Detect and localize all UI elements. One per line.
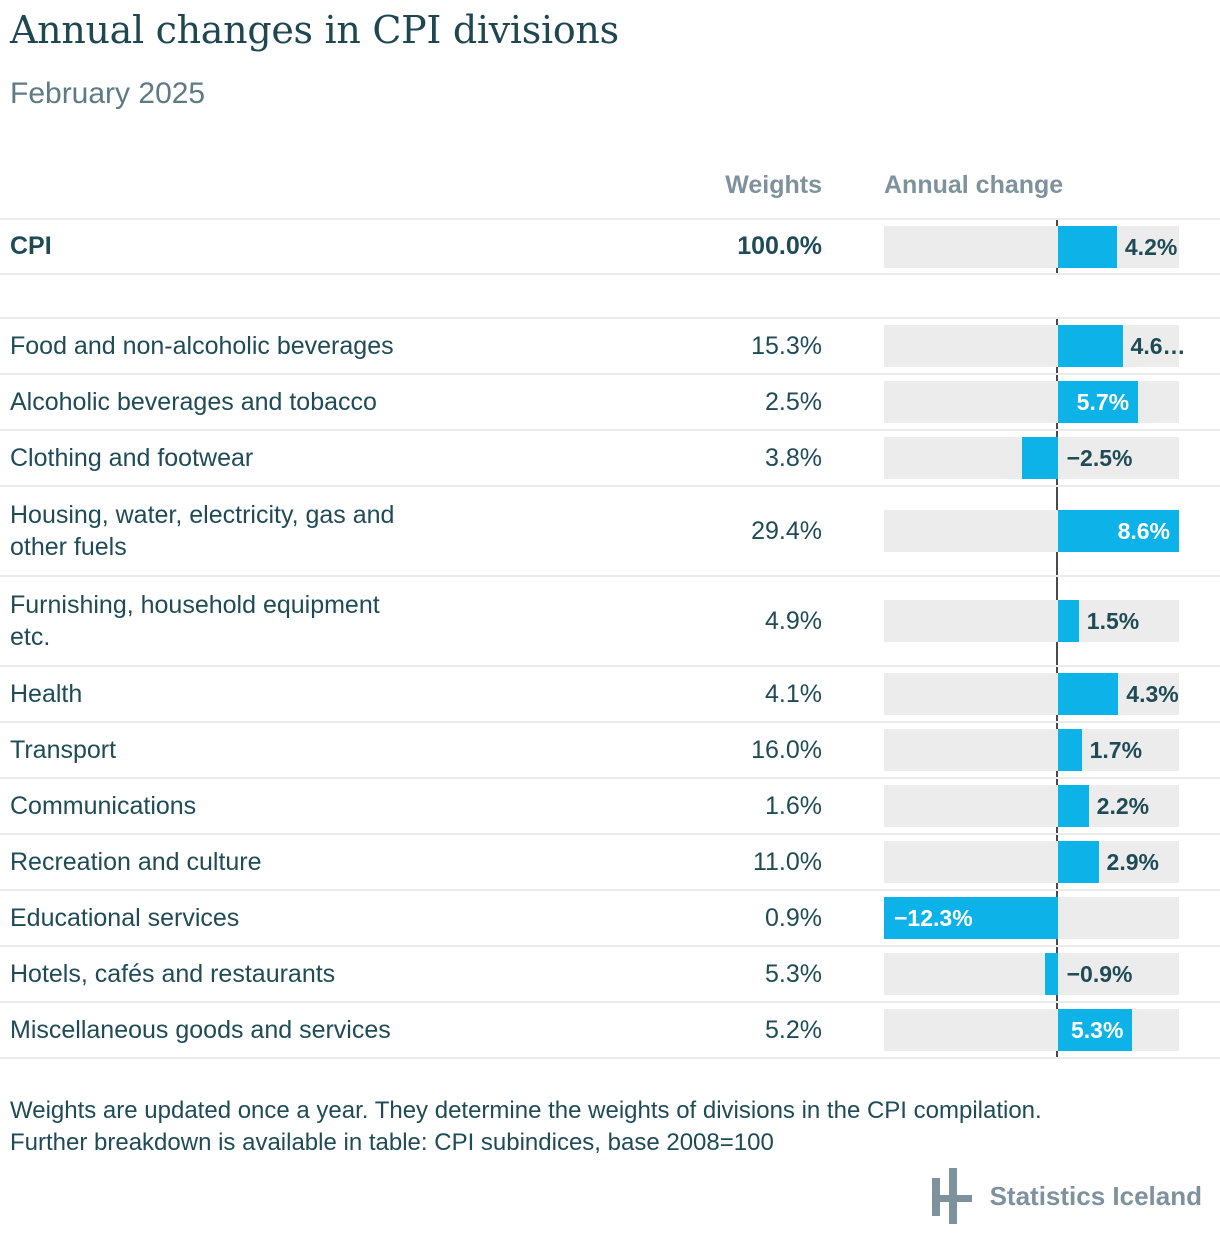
division-label: Hotels, cafés and restaurants [10,959,336,988]
division-row: Hotels, cafés and restaurants 5.3% −0.9% [0,947,1220,1003]
value-label: 4.6… [1130,333,1186,359]
value-bar [1057,225,1117,268]
value-label: 4.3% [1126,681,1179,707]
value-bar [1057,600,1079,642]
division-weight: 3.8% [765,443,822,472]
division-label: CPI [10,232,52,261]
division-label: Housing, water, electricity, gas and oth… [10,500,395,562]
bar-track: 8.6% [884,510,1179,552]
division-label: Food and non-alcoholic beverages [10,331,394,360]
statistics-iceland-logo-icon [931,1168,972,1224]
footnote: Weights are updated once a year. They de… [10,1095,1042,1159]
value-bar [884,897,1058,939]
value-label: 8.6% [1117,518,1170,544]
logo-text: Statistics Iceland [989,1180,1202,1211]
division-weight: 1.6% [765,791,822,820]
value-bar [1057,673,1119,715]
division-label: Communications [10,791,197,820]
bar-track: −12.3% [884,897,1179,939]
division-weight: 100.0% [737,232,822,260]
division-row: Clothing and footwear 3.8% −2.5% [0,431,1220,487]
division-weight: 11.0% [752,847,822,876]
value-bar [1057,1009,1133,1051]
bar-track: 4.2% [884,225,1179,268]
value-label: 5.3% [1070,1017,1124,1043]
division-weight: 2.5% [765,387,822,416]
division-rows: Food and non-alcoholic beverages 15.3% 4.6… [0,317,1220,1059]
value-bar [1057,785,1089,827]
value-label: 2.9% [1106,849,1159,875]
value-label: 5.7% [1076,389,1130,415]
division-row: Food and non-alcoholic beverages 15.3% 4.6… [0,319,1220,375]
division-row: Alcoholic beverages and tobacco 2.5% 5.7% [0,375,1220,431]
division-label: Educational services [10,903,240,932]
value-bar [1057,381,1139,423]
division-weight: 4.1% [765,679,822,708]
division-row: Miscellaneous goods and services 5.2% 5.3% [0,1003,1220,1059]
value-label: 1.7% [1089,737,1143,763]
bar-track: 4.3% [884,673,1179,715]
division-weight: 5.2% [765,1015,822,1044]
division-row: Communications 1.6% 2.2% [0,779,1220,835]
value-bar [1057,841,1099,883]
logo-horizontal-bar [931,1195,972,1202]
page-subtitle: February 2025 [10,77,206,110]
bar-track: 2.2% [884,785,1179,827]
division-weight: 15.3% [751,331,822,360]
division-row: Recreation and culture 11.0% 2.9% [0,835,1220,891]
division-label: Transport [10,735,117,764]
statistics-iceland-logo: Statistics Iceland [931,1168,1202,1224]
division-label: Health [10,679,83,708]
footnote-line-2: Further breakdown is available in table:… [10,1129,774,1156]
footnote-line-1: Weights are updated once a year. They de… [10,1097,1042,1124]
division-label: Furnishing, household equipment etc. [10,590,380,652]
value-label: −12.3% [894,905,973,931]
bar-track: 1.5% [884,600,1179,642]
value-label: 4.2% [1124,233,1178,260]
division-row: Health 4.1% 4.3% [0,667,1220,723]
value-bar [1057,510,1179,552]
cpi-divisions-table: CPI 100.0% 4.2% Food and non-alcoholic bev… [0,218,1220,1059]
column-header-weights: Weights [725,171,822,199]
page-title: Annual changes in CPI divisions [10,8,619,52]
division-label: Alcoholic beverages and tobacco [10,387,377,416]
bar-track: 1.7% [884,729,1179,771]
value-label: 1.5% [1086,608,1140,634]
division-row: Housing, water, electricity, gas and oth… [0,487,1220,577]
division-label: Recreation and culture [10,847,262,876]
value-label: −2.5% [1066,445,1133,471]
bar-track: −2.5% [884,437,1179,479]
value-bar [1022,437,1058,479]
cpi-total-block: CPI 100.0% 4.2% [0,218,1220,275]
cpi-total-row: CPI 100.0% 4.2% [0,218,1220,275]
division-weight: 0.9% [765,903,822,932]
division-label: Clothing and footwear [10,443,254,472]
division-weight: 16.0% [751,735,822,764]
bar-track: 4.6… [884,325,1186,367]
bar-track: −0.9% [884,953,1179,995]
bar-track: 2.9% [884,841,1179,883]
division-weight: 29.4% [751,516,822,545]
value-label: 2.2% [1096,793,1150,819]
division-label: Miscellaneous goods and services [10,1015,391,1044]
bar-track: 5.7% [884,381,1179,423]
bar-track: 5.3% [884,1009,1179,1051]
value-bar [1057,729,1082,771]
division-row: Educational services 0.9% −12.3% [0,891,1220,947]
column-header-annual-change: Annual change [884,171,1064,199]
value-bar [1044,953,1058,995]
row-spacer [0,275,1220,317]
division-row: Furnishing, household equipment etc. 4.9%… [0,577,1220,667]
division-weight: 4.9% [765,606,822,635]
division-row: Transport 16.0% 1.7% [0,723,1220,779]
value-bar [1057,325,1123,367]
value-label: −0.9% [1066,961,1133,987]
division-weight: 5.3% [765,959,822,988]
